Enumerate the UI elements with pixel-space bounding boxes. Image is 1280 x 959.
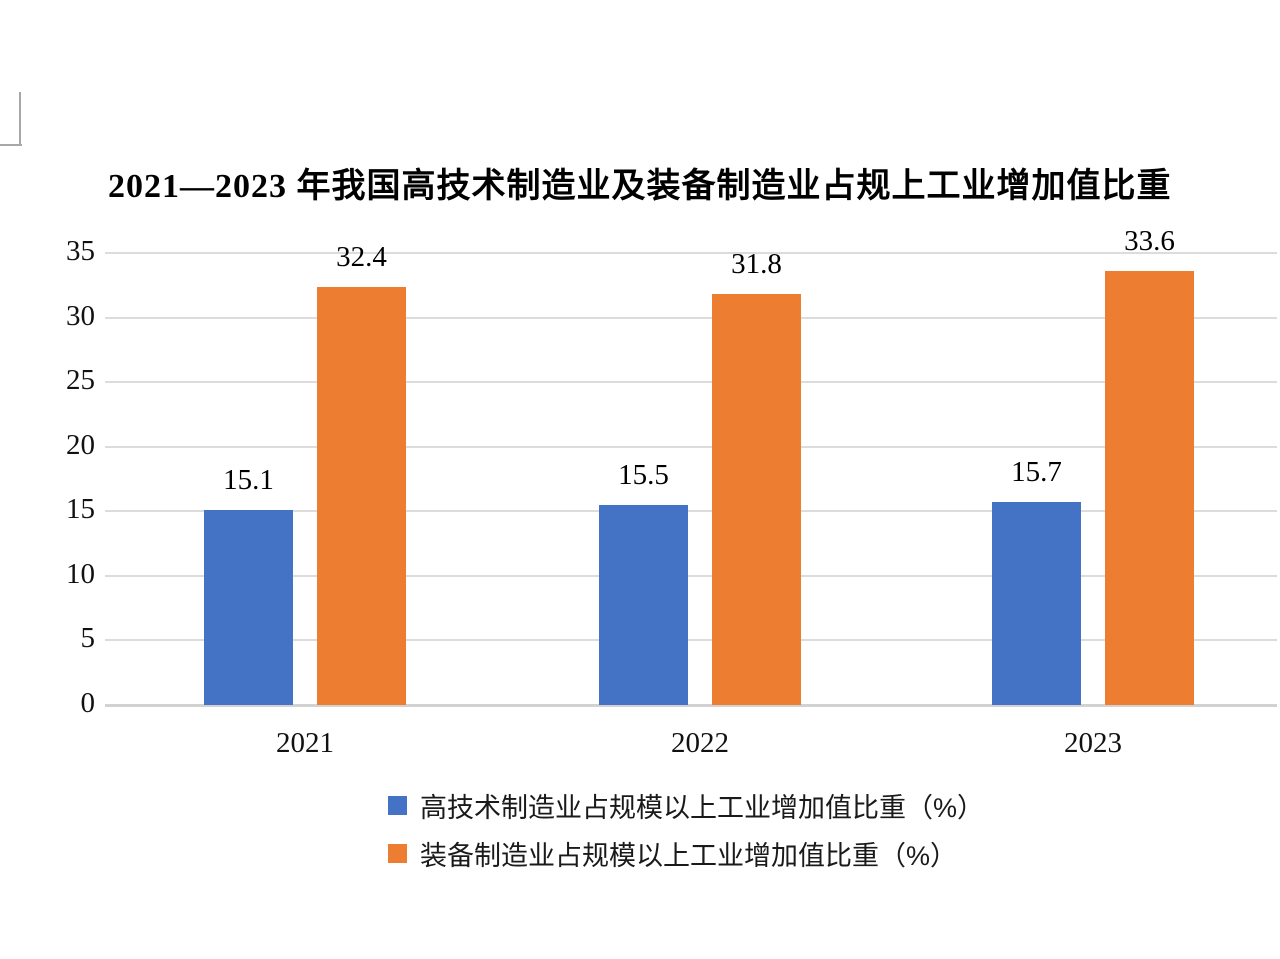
gridline-25 (105, 381, 1277, 384)
legend-item-equipment: 装备制造业占规模以上工业增加值比重（%） (388, 836, 984, 871)
bar-value-label-2022-s1: 31.8 (731, 248, 782, 281)
y-tick-label-10: 10 (66, 557, 95, 590)
y-tick-label-5: 5 (80, 622, 96, 655)
legend-label-high-tech: 高技术制造业占规模以上工业增加值比重（%） (420, 792, 985, 823)
gridline-15 (105, 510, 1277, 513)
y-tick-label-30: 30 (66, 299, 95, 332)
blue-bar-2021 (204, 510, 293, 705)
gridline-5 (105, 639, 1277, 642)
y-tick-label-15: 15 (66, 493, 95, 526)
legend-swatch-orange-icon (388, 843, 407, 863)
x-axis-line (105, 704, 1277, 707)
page-corner-mark-vertical (19, 92, 21, 146)
orange-bar-2022 (712, 294, 801, 705)
gridline-35 (105, 252, 1277, 254)
chart-title: 2021—2023 年我国高技术制造业及装备制造业占规上工业增加值比重 (108, 168, 1172, 205)
page-corner-mark-horizontal (0, 144, 22, 146)
y-tick-label-20: 20 (66, 428, 95, 461)
legend-item-high-tech: 高技术制造业占规模以上工业增加值比重（%） (388, 788, 985, 823)
gridline-10 (105, 574, 1277, 577)
orange-bar-2021 (317, 286, 406, 705)
orange-bar-2023 (1105, 271, 1194, 705)
x-axis-label-2023: 2023 (1064, 727, 1122, 759)
x-axis-label-2022: 2022 (671, 727, 729, 759)
bar-value-label-2023-s0: 15.7 (1011, 456, 1062, 489)
bar-value-label-2021-s0: 15.1 (223, 463, 274, 496)
plot-area: 15.1 15.5 15.7 32.4 31.8 33.6 (105, 225, 1277, 707)
legend: 高技术制造业占规模以上工业增加值比重（%） 装备制造业占规模以上工业增加值比重（… (388, 788, 985, 871)
gridline-20 (105, 445, 1277, 448)
blue-bar-2023 (992, 502, 1081, 705)
y-tick-label-35: 35 (66, 235, 95, 267)
y-tick-label-25: 25 (66, 364, 95, 397)
legend-label-equipment: 装备制造业占规模以上工业增加值比重（%） (420, 840, 958, 871)
bar-value-label-2021-s1: 32.4 (336, 240, 387, 273)
bar-value-label-2023-s1: 33.6 (1124, 225, 1175, 258)
gridline-30 (105, 316, 1277, 319)
x-axis-label-2021: 2021 (276, 727, 334, 759)
legend-swatch-blue-icon (388, 795, 407, 815)
bar-value-label-2022-s0: 15.5 (618, 458, 669, 491)
blue-bar-2022 (599, 504, 688, 705)
y-tick-label-0: 0 (80, 687, 96, 719)
